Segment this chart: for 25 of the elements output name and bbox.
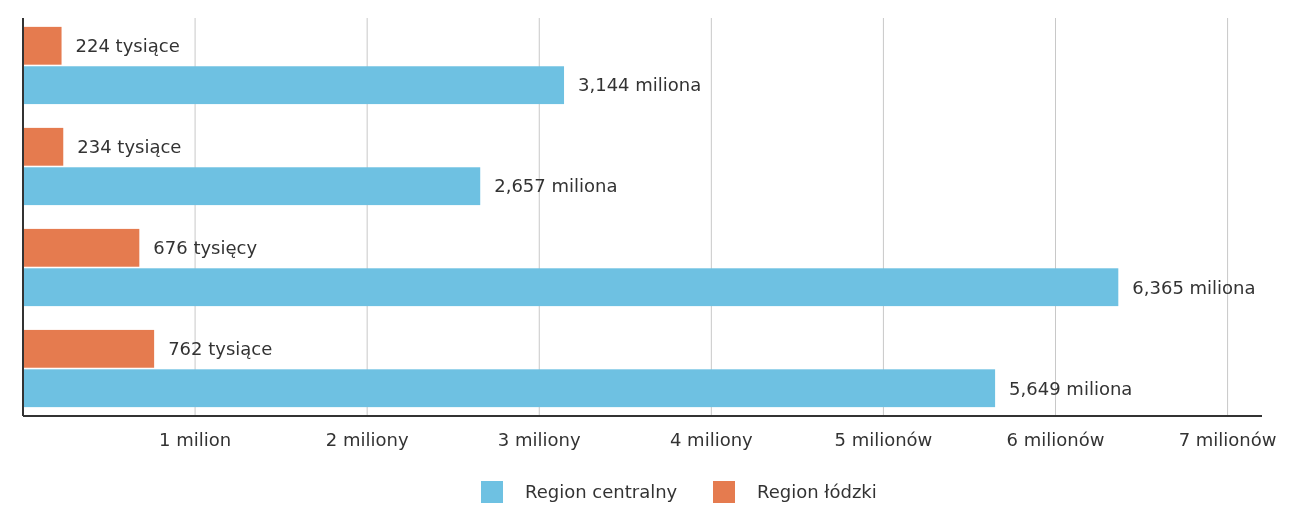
x-tick-label: 6 milionów: [1006, 429, 1105, 450]
annotation: 234 tysiące: [77, 136, 182, 158]
x-tick-label: 2 miliony: [325, 429, 409, 450]
bar: [23, 167, 481, 206]
x-tick-label: 4 miliony: [669, 429, 754, 450]
bar: [23, 26, 62, 65]
annotation: 2,657 miliona: [494, 175, 618, 197]
bar: [23, 268, 1119, 307]
annotation: 5,649 miliona: [1009, 377, 1133, 399]
x-tick-label: 5 milionów: [834, 429, 933, 450]
x-tick-label: 1 milion: [159, 429, 232, 450]
annotation: 6,365 miliona: [1132, 276, 1256, 298]
bar: [23, 127, 64, 166]
annotation: 224 tysiące: [75, 35, 180, 57]
x-tick-label: 3 miliony: [497, 429, 581, 450]
bar: [23, 369, 996, 408]
legend-label: Region łódzki: [757, 481, 877, 503]
bar: [23, 66, 565, 105]
bar: [23, 329, 155, 368]
annotation: 676 tysięcy: [153, 237, 258, 259]
annotation: 3,144 miliona: [578, 74, 702, 96]
annotation: 762 tysiące: [168, 338, 273, 360]
legend-label: Region centralny: [525, 481, 678, 503]
bar: [23, 228, 140, 267]
x-tick-label: 7 milionów: [1178, 429, 1277, 450]
